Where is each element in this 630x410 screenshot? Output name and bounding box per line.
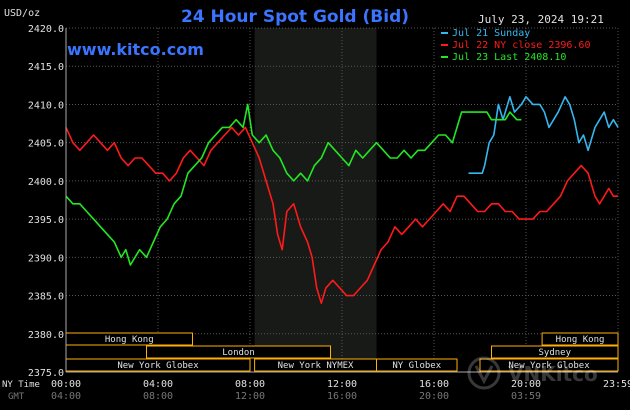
session-label: Sydney: [538, 348, 571, 358]
unit-label: USD/oz: [4, 8, 40, 19]
x-tick-label: 04:00: [143, 379, 173, 390]
series-line: [65, 103, 522, 266]
legend-entry: Jul 21 Sunday: [452, 28, 530, 39]
session-label: London: [222, 348, 255, 358]
x-tick-label: 16:00: [419, 379, 449, 390]
series-line: [468, 96, 619, 174]
session-label: Hong Kong: [105, 335, 154, 345]
y-tick-label: 2390.0: [28, 253, 64, 264]
x-tick-label: 20:00: [511, 379, 541, 390]
gmt-tick-label: 08:00: [143, 391, 173, 402]
x-tick-label: 23:59: [603, 379, 630, 390]
session-bar: [146, 345, 331, 359]
x-tick-label: 12:00: [327, 379, 357, 390]
session-label: New York NYMEX: [278, 361, 354, 371]
y-tick-label: 2420.0: [28, 24, 64, 35]
y-tick-label: 2400.0: [28, 177, 64, 188]
y-tick-label: 2385.0: [28, 292, 64, 303]
legend-entry: Jul 22 NY close 2396.60: [452, 40, 590, 51]
y-tick-label: 2375.0: [28, 368, 64, 379]
watermark-text: VNKitco: [508, 362, 598, 386]
x-tick-label: 08:00: [235, 379, 265, 390]
session-label: New York Globex: [508, 361, 590, 371]
session-bar: [491, 345, 619, 359]
watermark-logo-icon: [467, 356, 501, 390]
series-line: [65, 126, 618, 304]
y-tick-label: 2380.0: [28, 330, 64, 341]
gmt-tick-label: 03:59: [511, 391, 541, 402]
session-label: Hong Kong: [556, 335, 605, 345]
x-tick-label: 00:00: [51, 379, 81, 390]
legend-entry: Jul 23 Last 2408.10: [452, 52, 566, 63]
gmt-tick-label: 16:00: [327, 391, 357, 402]
session-bar: [541, 332, 619, 346]
chart-timestamp: July 23, 2024 19:21: [478, 13, 604, 26]
session-label: New York Globex: [117, 361, 199, 371]
chart-title: 24 Hour Spot Gold (Bid): [181, 7, 409, 27]
shaded-trading-period: [254, 28, 377, 372]
session-bar: [479, 358, 619, 372]
gmt-tick-label: 04:00: [51, 391, 81, 402]
x-row-label: NY Time: [2, 380, 40, 390]
y-tick-label: 2405.0: [28, 139, 64, 150]
y-tick-label: 2395.0: [28, 215, 64, 226]
gmt-tick-label: 12:00: [235, 391, 265, 402]
gmt-row-label: GMT: [8, 392, 25, 402]
session-bar: [376, 358, 458, 372]
website-label: www.kitco.com: [67, 40, 204, 59]
y-tick-label: 2410.0: [28, 100, 64, 111]
gmt-tick-label: 20:00: [419, 391, 449, 402]
session-label: NY Globex: [392, 361, 441, 371]
y-tick-label: 2415.0: [28, 62, 64, 73]
